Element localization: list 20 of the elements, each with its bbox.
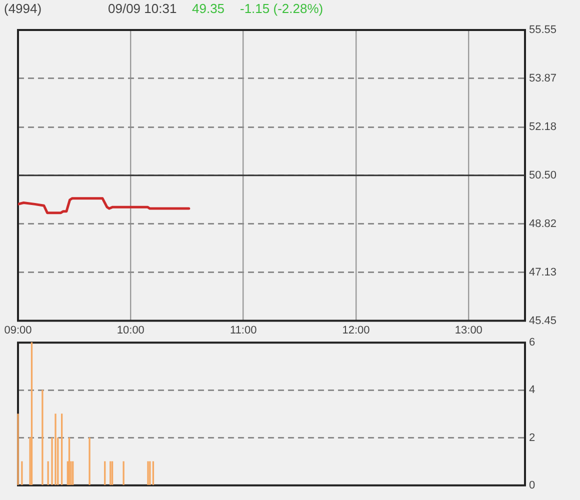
y-tick-label: 47.13 xyxy=(529,266,557,278)
text: -1.15 (-2.28%) xyxy=(240,1,324,17)
y-tick-label: 48.82 xyxy=(529,218,557,230)
y-tick-label: 45.45 xyxy=(529,314,557,327)
y-tick-label: 6 xyxy=(529,336,536,349)
y-tick-label: 0 xyxy=(529,479,536,492)
y-tick-label: 4 xyxy=(529,384,536,396)
x-tick-label: 12:00 xyxy=(342,324,370,336)
text: 49.35 xyxy=(192,1,225,17)
chart-subtitle: 09/09 10:31 xyxy=(108,1,177,17)
x-tick-label: 13:00 xyxy=(454,324,482,336)
y-tick-label: 55.55 xyxy=(529,24,557,36)
y-tick-label: 52.18 xyxy=(529,121,557,134)
x-tick-label: 09:00 xyxy=(4,324,32,336)
chart-title: (4994) xyxy=(4,1,42,17)
x-tick-label: 10:00 xyxy=(116,324,144,336)
y-tick-label: 50.50 xyxy=(529,169,557,182)
y-tick-label: 2 xyxy=(529,432,536,444)
y-tick-label: 53.87 xyxy=(529,72,557,84)
x-tick-label: 11:00 xyxy=(230,324,257,336)
